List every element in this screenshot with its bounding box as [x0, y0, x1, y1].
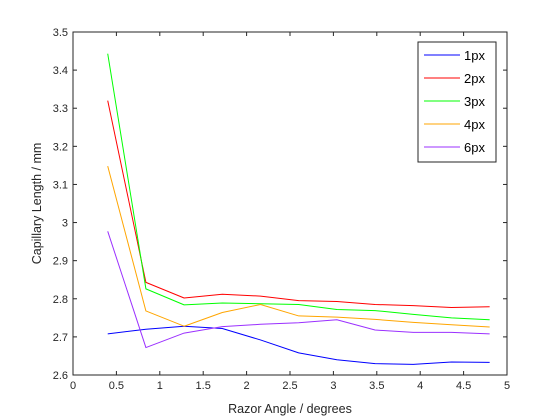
y-axis-label: Capillary Length / mm: [30, 143, 44, 265]
x-tick-label: 0.5: [109, 380, 124, 392]
legend-label: 1px: [464, 48, 485, 63]
legend-label: 3px: [464, 94, 485, 109]
x-tick-label: 2: [244, 380, 250, 392]
series-line-2px: [107, 100, 490, 309]
series-line-3px: [107, 53, 490, 321]
y-tick-label: 3.1: [53, 179, 68, 191]
legend-label: 2px: [464, 71, 485, 86]
tick-layer: 0 0.5 1 1.5 2 2.5 3 3.5 4 4.5 5 2.6 2.7 2.8 2.9 3 3.1 3.2…: [53, 27, 510, 392]
legend-label: 4px: [464, 117, 485, 132]
x-tick-label: 1: [157, 380, 163, 392]
y-tick-label: 2.6: [53, 370, 68, 382]
legend-box: [417, 41, 497, 163]
y-tick-label: 3.2: [53, 141, 68, 153]
x-tick-label: 0: [70, 380, 76, 392]
legend-label: 6px: [464, 140, 485, 155]
x-tick-label: 1.5: [196, 380, 211, 392]
y-tick-label: 3: [62, 218, 68, 230]
x-tick-label: 4: [417, 380, 423, 392]
y-tick-label: 2.8: [53, 294, 68, 306]
x-tick-label: 5: [504, 380, 510, 392]
y-tick-label: 2.7: [53, 332, 68, 344]
y-tick-label: 2.9: [53, 256, 68, 268]
y-tick-label: 3.3: [53, 103, 68, 115]
x-tick-label: 4.5: [456, 380, 471, 392]
x-tick-label: 2.5: [282, 380, 297, 392]
y-tick-label: 3.5: [53, 27, 68, 39]
y-tick-label: 3.4: [53, 65, 68, 77]
x-tick-label: 3: [330, 380, 336, 392]
legend: 1px 2px 3px 4px 6px: [417, 41, 497, 163]
x-axis-label: Razor Angle / degrees: [228, 402, 352, 416]
series-line-1px: [107, 325, 490, 365]
series-line-6px: [107, 231, 490, 349]
plot-box: [72, 31, 508, 376]
series-layer: [107, 53, 490, 365]
x-tick-label: 3.5: [369, 380, 384, 392]
series-line-4px: [107, 166, 490, 328]
